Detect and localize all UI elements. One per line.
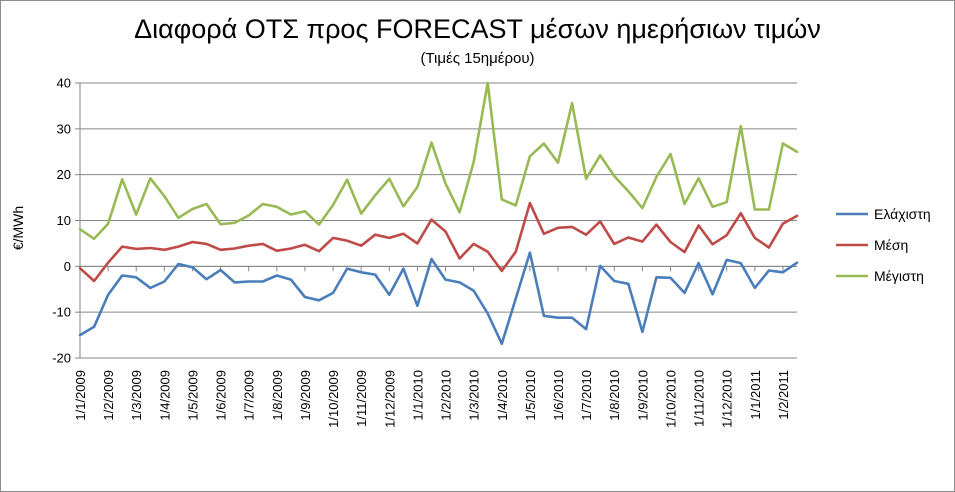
legend: Ελάχιστη Μέση Μέγιστη xyxy=(836,206,931,284)
legend-label: Ελάχιστη xyxy=(874,206,931,222)
y-tick-label: 30 xyxy=(57,121,71,136)
y-tick-label: -10 xyxy=(52,305,71,320)
x-tick-label: 1/1/2009 xyxy=(73,370,88,421)
x-tick-label: 1/5/2009 xyxy=(185,370,200,421)
y-tick-label: -20 xyxy=(52,351,71,366)
y-axis-label: €/MWh xyxy=(10,206,26,250)
x-tick-label: 1/10/2009 xyxy=(326,370,341,428)
x-tick-label: 1/7/2009 xyxy=(242,370,257,421)
x-tick-label: 1/3/2009 xyxy=(129,370,144,421)
x-tick-label: 1/4/2009 xyxy=(157,370,172,421)
y-tick-label: 10 xyxy=(57,213,71,228)
x-tick-label: 1/10/2010 xyxy=(663,370,678,428)
x-tick-label: 1/4/2010 xyxy=(495,370,510,421)
legend-label: Μέση xyxy=(874,237,908,253)
gridlines xyxy=(80,82,797,359)
x-tick-label: 1/12/2010 xyxy=(720,370,735,428)
x-tick-label: 1/1/2011 xyxy=(748,370,763,420)
x-tick-label: 1/6/2010 xyxy=(551,370,566,421)
x-tick-label: 1/2/2011 xyxy=(776,370,791,420)
x-tick-label: 1/5/2010 xyxy=(523,370,538,421)
series-line-1 xyxy=(78,251,799,346)
y-tick-label: 40 xyxy=(57,76,71,91)
x-tick-label: 1/8/2009 xyxy=(270,370,285,421)
series-line-3 xyxy=(78,81,799,241)
x-tick-label: 1/9/2009 xyxy=(298,370,313,421)
x-tick-label: 1/11/2010 xyxy=(692,370,707,427)
x-tick-label: 1/6/2009 xyxy=(214,370,229,421)
chart-subtitle: (Τιμές 15ημέρου) xyxy=(420,50,535,67)
y-tick-labels: -20 -10 0 10 20 30 40 xyxy=(52,76,71,366)
x-tick-label: 1/3/2010 xyxy=(467,370,482,421)
x-tick-labels: 1/1/2009 1/2/2009 1/3/2009 1/4/2009 1/5/2009… xyxy=(73,370,791,428)
series-line-2 xyxy=(78,201,799,283)
axes xyxy=(75,82,797,359)
x-tick-label: 1/1/2010 xyxy=(410,370,425,421)
x-tick-label: 1/11/2009 xyxy=(354,370,369,427)
x-tick-label: 1/8/2010 xyxy=(607,370,622,421)
x-tick-label: 1/7/2010 xyxy=(579,370,594,421)
y-tick-label: 20 xyxy=(57,167,71,182)
x-tick-label: 1/9/2010 xyxy=(635,370,650,421)
legend-label: Μέγιστη xyxy=(874,268,924,284)
y-tick-label: 0 xyxy=(64,259,71,274)
x-tick-label: 1/12/2009 xyxy=(382,370,397,428)
chart-title: Διαφορά ΟΤΣ προς FORECAST μέσων ημερήσιω… xyxy=(134,14,821,44)
x-tick-label: 1/2/2010 xyxy=(439,370,454,421)
x-tick-label: 1/2/2009 xyxy=(101,370,116,421)
series-lines xyxy=(78,81,799,346)
